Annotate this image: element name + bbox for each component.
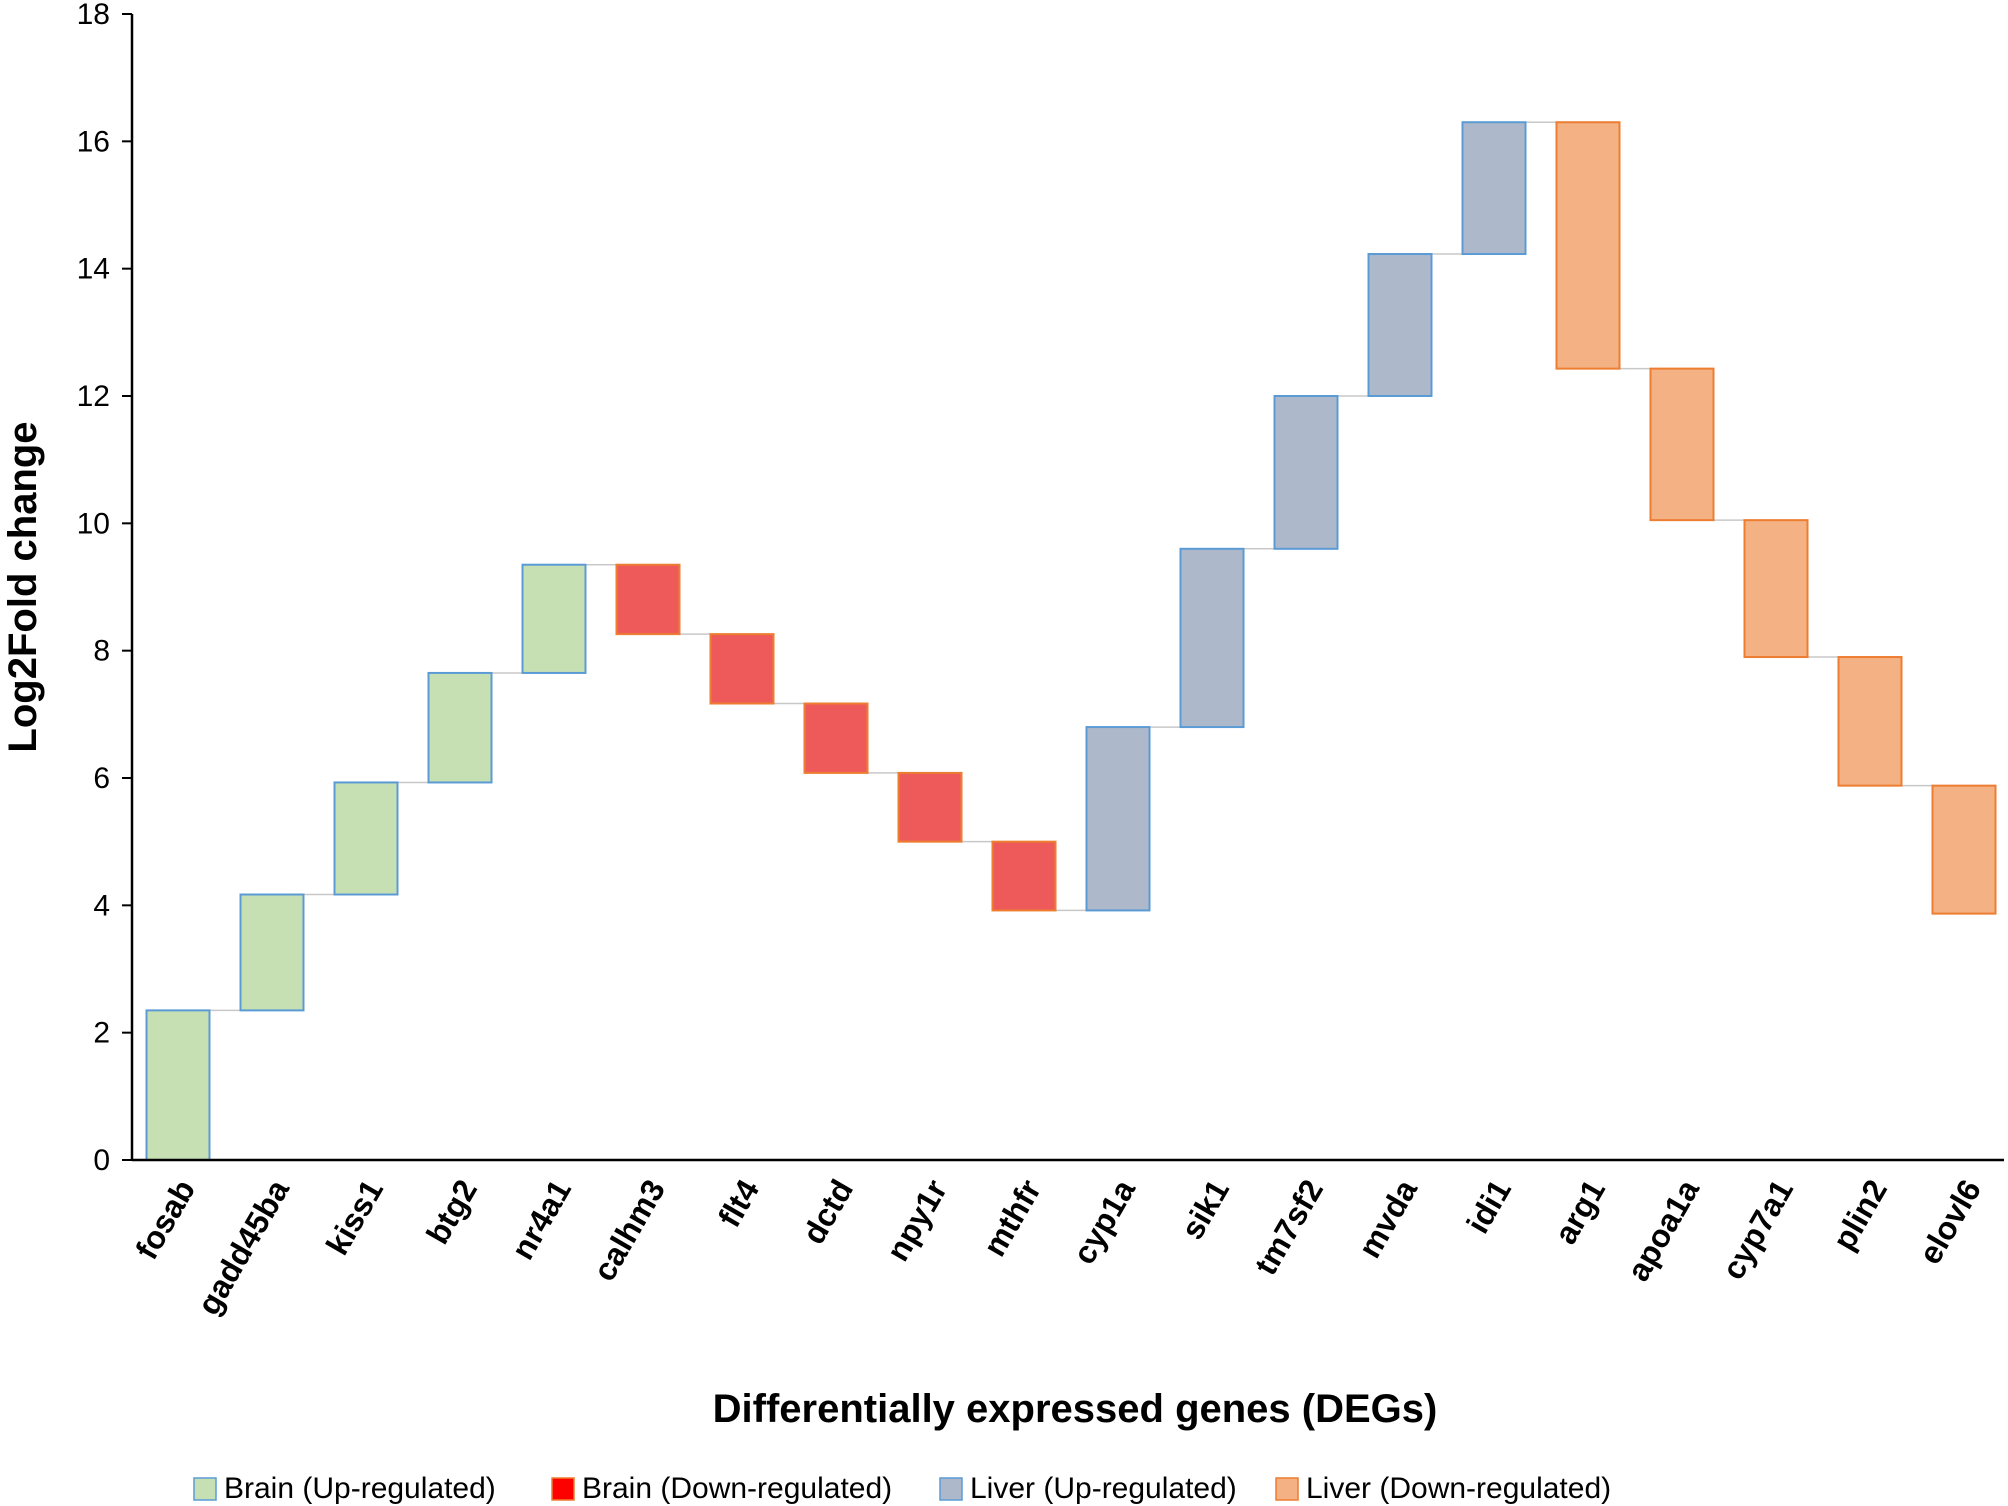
- chart-axes: [130, 14, 2004, 1162]
- x-category-label: sik1: [1174, 1174, 1236, 1246]
- legend-swatch: [1275, 1477, 1299, 1501]
- x-category-label: kiss1: [319, 1174, 390, 1261]
- legend-label: Liver (Down-regulated): [1306, 1472, 1611, 1505]
- y-tick-label: 0: [93, 1144, 110, 1177]
- bar-cyp7a1: [1743, 519, 1809, 659]
- x-category-label: idi1: [1459, 1174, 1518, 1240]
- bar-kiss1: [333, 781, 399, 896]
- x-category-label: mvda: [1351, 1173, 1424, 1264]
- x-axis-title: Differentially expressed genes (DEGs): [713, 1387, 1438, 1431]
- x-category-label: npy1r: [879, 1174, 954, 1267]
- x-category-label: elovl6: [1912, 1174, 1989, 1271]
- bar-mvda: [1367, 253, 1433, 397]
- connector-lines: [209, 121, 1933, 1012]
- chart-legend: Brain (Up-regulated) Brain (Down-regulate…: [193, 1472, 1611, 1505]
- y-axis-title: Log2Fold change: [1, 421, 45, 752]
- bar-calhm3: [615, 563, 681, 636]
- bar-gadd45ba: [239, 893, 305, 1012]
- bar-sik1: [1179, 547, 1245, 729]
- y-tick-label: 14: [77, 253, 110, 286]
- x-category-label: cyp7a1: [1715, 1174, 1800, 1286]
- y-tick-label: 6: [93, 762, 110, 795]
- bar-npy1r: [897, 771, 963, 843]
- bar-fosab: [145, 1009, 211, 1162]
- bar-tm7sf2: [1273, 395, 1339, 550]
- x-category-label: fosab: [128, 1174, 202, 1266]
- y-tick-label: 8: [93, 635, 110, 668]
- bar-nr4a1: [521, 563, 587, 674]
- bar-flt4: [709, 633, 775, 705]
- legend-label: Liver (Up-regulated): [970, 1472, 1237, 1505]
- legend-label: Brain (Down-regulated): [582, 1472, 892, 1505]
- x-category-label: btg2: [419, 1174, 484, 1250]
- x-category-label: cyp1a: [1066, 1173, 1143, 1270]
- y-tick-label: 4: [93, 889, 110, 922]
- x-category-label: tm7sf2: [1247, 1174, 1330, 1281]
- x-category-label: dctd: [795, 1174, 860, 1250]
- y-tick-labels: 0 2 4 6 8 10 12 14 16 18: [77, 0, 132, 1177]
- x-category-label: calhm3: [586, 1174, 672, 1288]
- y-tick-label: 10: [77, 507, 110, 540]
- legend-swatch: [193, 1477, 217, 1501]
- x-category-label: mthfr: [976, 1174, 1048, 1263]
- y-tick-label: 18: [77, 0, 110, 31]
- bar-dctd: [803, 702, 869, 774]
- x-category-label: apoa1a: [1620, 1173, 1706, 1287]
- bar-btg2: [427, 671, 493, 784]
- y-tick-label: 16: [77, 125, 110, 158]
- legend-label: Brain (Up-regulated): [224, 1472, 496, 1505]
- legend-swatch: [551, 1477, 575, 1501]
- bar-apoa1a: [1649, 367, 1715, 522]
- chart-bars: [145, 121, 1997, 1162]
- legend-swatch: [939, 1477, 963, 1501]
- x-category-label: arg1: [1547, 1174, 1612, 1251]
- bar-plin2: [1837, 656, 1903, 787]
- bar-idi1: [1461, 121, 1527, 256]
- x-category-label: nr4a1: [504, 1174, 578, 1266]
- y-tick-label: 2: [93, 1017, 110, 1050]
- bar-arg1: [1555, 121, 1621, 370]
- bar-cyp1a: [1085, 726, 1151, 912]
- x-category-label: plin2: [1826, 1174, 1895, 1257]
- bar-elovl6: [1931, 784, 1997, 915]
- x-category-label: flt4: [711, 1173, 766, 1233]
- y-tick-label: 12: [77, 380, 110, 413]
- bar-mthfr: [991, 840, 1057, 912]
- x-category-label: gadd45ba: [190, 1173, 296, 1321]
